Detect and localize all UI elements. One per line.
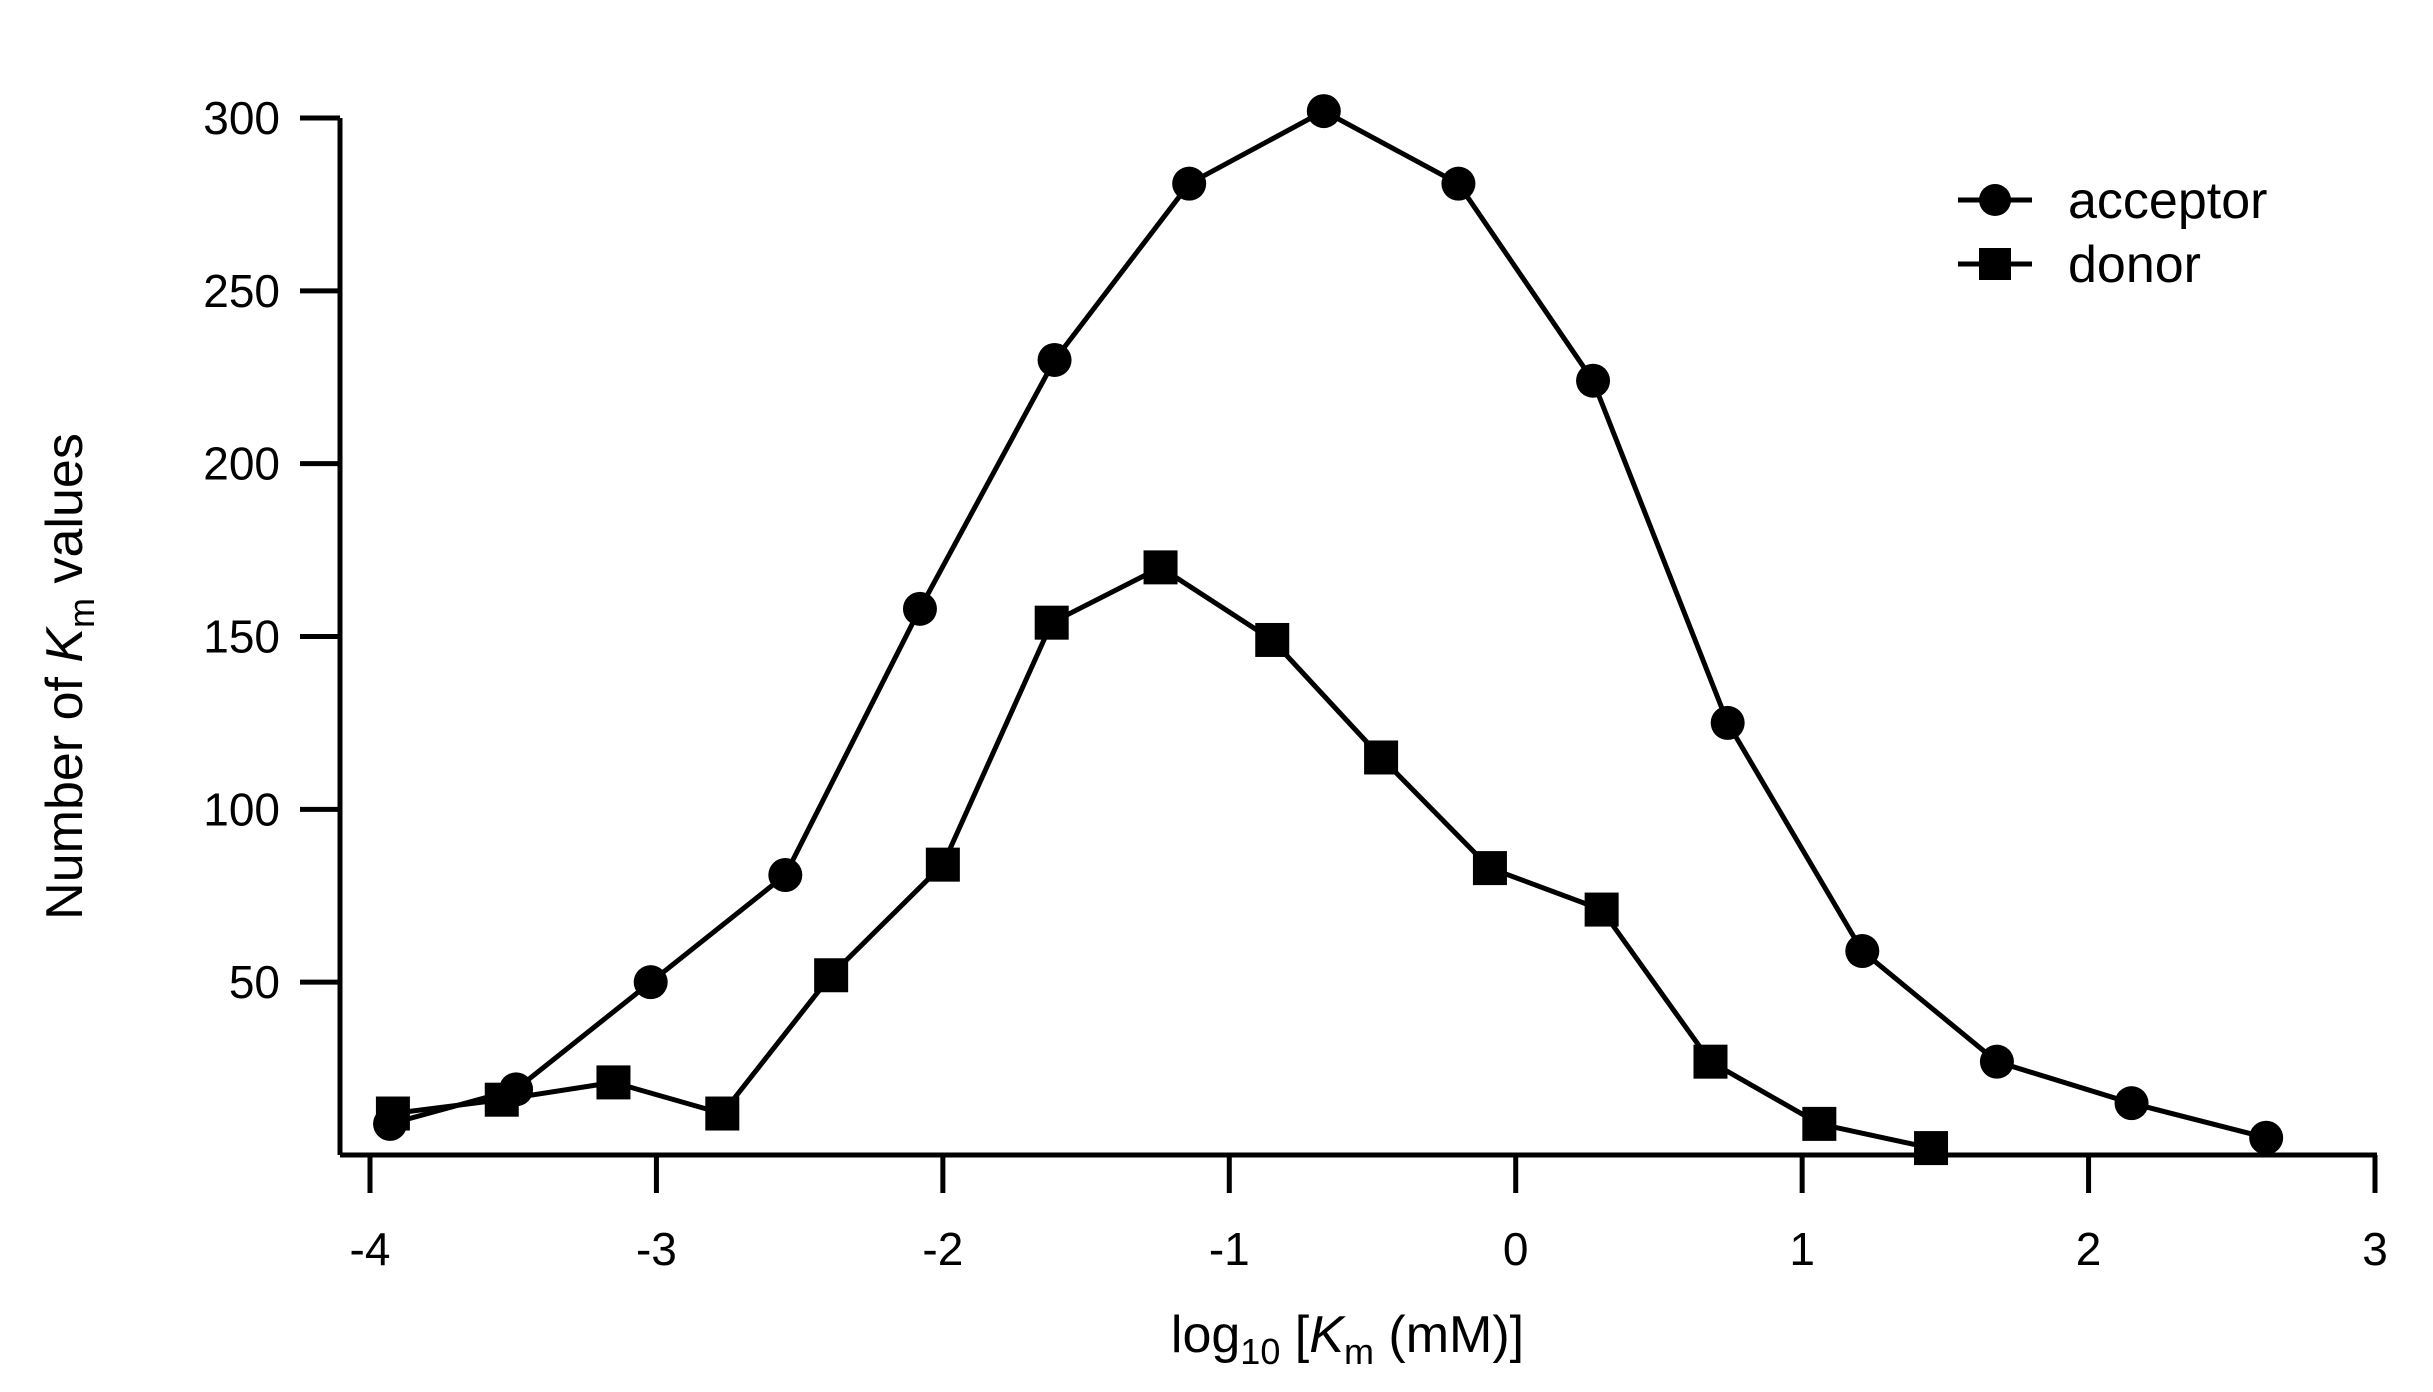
y-tick-label: 250	[203, 265, 280, 317]
data-point-donor	[596, 1065, 631, 1100]
data-point-donor	[1034, 605, 1069, 640]
data-point-acceptor	[1710, 705, 1745, 740]
data-point-acceptor	[768, 858, 803, 893]
data-point-donor	[1255, 622, 1290, 657]
x-tick-label: -4	[350, 1223, 391, 1275]
data-point-acceptor	[1576, 363, 1611, 398]
data-point-acceptor	[633, 965, 668, 1000]
data-point-acceptor	[2249, 1120, 2284, 1155]
x-tick-label: 3	[2362, 1223, 2388, 1275]
legend-item-acceptor: acceptor	[1958, 172, 2267, 230]
y-tick-label: 100	[203, 783, 280, 835]
legend-item-donor: donor	[1958, 236, 2201, 294]
data-point-donor	[705, 1096, 740, 1131]
data-point-donor	[1914, 1131, 1949, 1166]
y-tick-label: 300	[203, 92, 280, 144]
x-tick-label: 1	[1789, 1223, 1815, 1275]
data-point-acceptor	[2114, 1086, 2149, 1121]
legend-marker-acceptor	[1979, 184, 2011, 216]
data-point-acceptor	[1172, 166, 1207, 201]
x-tick-label: -2	[922, 1223, 963, 1275]
data-point-acceptor	[1845, 934, 1880, 969]
x-tick-label: 2	[2076, 1223, 2102, 1275]
data-point-donor	[375, 1096, 410, 1131]
data-point-acceptor	[1979, 1044, 2014, 1079]
y-tick-label: 150	[203, 611, 280, 663]
x-tick-label: -3	[636, 1223, 677, 1275]
data-point-donor	[484, 1082, 519, 1117]
data-point-donor	[1364, 740, 1399, 775]
y-axis-label: Number of Km values	[36, 433, 102, 920]
axes: 50 100 150 200 250 300 -4 -3 -2 -1 0 1 2 3 log10 [Km (…	[36, 92, 2388, 1372]
y-tick-label: 50	[229, 956, 280, 1008]
series-donor	[375, 550, 1949, 1166]
data-point-donor	[925, 847, 960, 882]
data-point-donor	[1584, 892, 1619, 927]
y-tick-label: 200	[203, 438, 280, 490]
x-axis-label: log10 [Km (mM)]	[1171, 1306, 1524, 1372]
data-point-donor	[1143, 550, 1178, 585]
data-point-acceptor	[902, 591, 937, 626]
data-point-acceptor	[1037, 342, 1072, 377]
data-point-acceptor	[1306, 94, 1341, 129]
x-tick-label: 0	[1503, 1223, 1529, 1275]
data-point-donor	[814, 958, 849, 993]
legend: acceptor donor	[1958, 172, 2267, 294]
x-tick-label: -1	[1209, 1223, 1250, 1275]
data-point-donor	[1802, 1106, 1837, 1141]
legend-label: donor	[2068, 236, 2201, 294]
data-point-donor	[1472, 851, 1507, 886]
legend-label: acceptor	[2068, 172, 2267, 230]
data-point-acceptor	[1441, 166, 1476, 201]
legend-marker-donor	[1979, 248, 2011, 280]
plot-area	[373, 94, 2284, 1166]
data-point-donor	[1693, 1044, 1728, 1079]
